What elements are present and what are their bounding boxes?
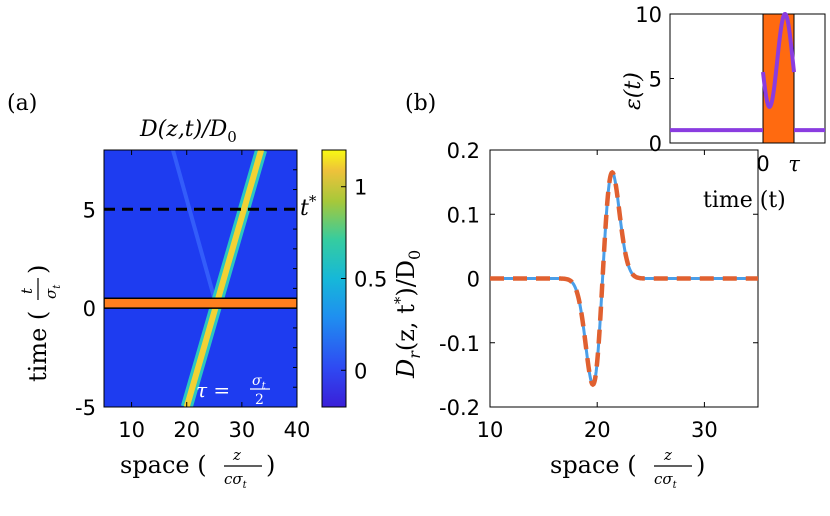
colorbar-tick-label: 0.5 [354,268,387,292]
heatmap-xlabel: space ( z cσt ) [120,446,275,491]
tstar-label: t* [300,192,317,221]
line-plot-ticks: 10 20 30 -0.2 -0.1 0 0.1 0.2 [439,139,758,442]
svg-text:σt: σt [252,373,267,392]
svg-text:2: 2 [255,392,264,408]
line-plot-ytick-label: -0.1 [439,332,480,356]
colorbar-ticks: 00.51 [341,176,387,383]
panel-b: (b) 10 20 30 -0.2 -0.1 0 0.1 0.2 space ( z cσt … [391,91,759,491]
heatmap-xtick-label: 10 [118,418,145,442]
tau-annotation: τ = σt 2 [196,373,270,408]
svg-text:τ =: τ = [196,378,230,402]
svg-text:cσt: cσt [654,470,678,491]
heatmap-reflected-trace [171,150,217,299]
line-plot-ytick-label: 0.2 [447,139,480,163]
line-plot-ytick-label: -0.2 [439,396,480,420]
inset-ytick-label: 10 [635,3,662,27]
heatmap-content [104,150,297,407]
inset-xlabel: time (t) [703,188,786,213]
heatmap-frame [103,149,298,408]
heatmap-ytick-label: 5 [83,198,96,222]
svg-text:t: t [18,287,36,294]
heatmap-xtick-label: 30 [228,418,255,442]
line-plot-ytick-label: 0 [467,268,480,292]
heatmap-xtick-label: 40 [284,418,311,442]
inset-ylabel: ε(t) [621,72,646,110]
svg-text:z: z [663,446,672,464]
svg-text:space (: space ( [550,451,637,479]
line-plot-ylabel: Dr(z, t*)/D0 [391,250,424,379]
panel-a: (a) D(z,t)/D0 10 20 30 40-505 t* τ = σt 2 s… [7,91,387,491]
inset-ytick-label: 5 [649,68,662,92]
panel-b-label: (b) [405,91,436,116]
heatmap-pulse-bar [104,297,297,309]
svg-text:): ) [24,265,52,274]
inset-permittivity-curve [670,11,825,133]
inset-xtick-label: 0 [756,152,769,176]
heatmap-ytick-label: 0 [83,297,96,321]
inset-frame [669,13,826,144]
line-plot-xtick-label: 10 [477,418,504,442]
svg-text:z: z [232,446,241,464]
line-plot-xtick-label: 30 [691,418,718,442]
svg-text:cσt: cσt [224,470,248,491]
colorbar-tick-label: 0 [354,359,367,383]
svg-text:σt: σt [42,284,63,299]
line-plot-ytick-label: 0.1 [447,203,480,227]
heatmap-ytick-label: -5 [75,396,96,420]
heatmap-ticks: 10 20 30 40 -5 0 5 [75,150,310,442]
line-plot-xlabel: space ( z cσt ) [550,446,705,491]
colorbar-tick-label: 1 [354,176,367,200]
svg-text:): ) [696,451,705,479]
heatmap-ylabel: time ( t σt ) [18,265,63,382]
heatmap-xtick-label: 20 [173,418,200,442]
svg-text:space (: space ( [120,451,207,479]
inset-xtick-label: τ [788,152,800,176]
inset-ytick-label: 0 [649,132,662,156]
line-plot-xtick-label: 20 [584,418,611,442]
svg-text:): ) [266,451,275,479]
heatmap-title: D(z,t)/D0 [139,117,237,146]
svg-text:Dr(z, t*)/D0: Dr(z, t*)/D0 [391,250,424,379]
series-numerical-dashed-line [490,169,758,388]
svg-text:time (: time ( [24,311,52,382]
heatmap-main-trace [183,150,265,407]
panel-a-label: (a) [7,91,37,116]
